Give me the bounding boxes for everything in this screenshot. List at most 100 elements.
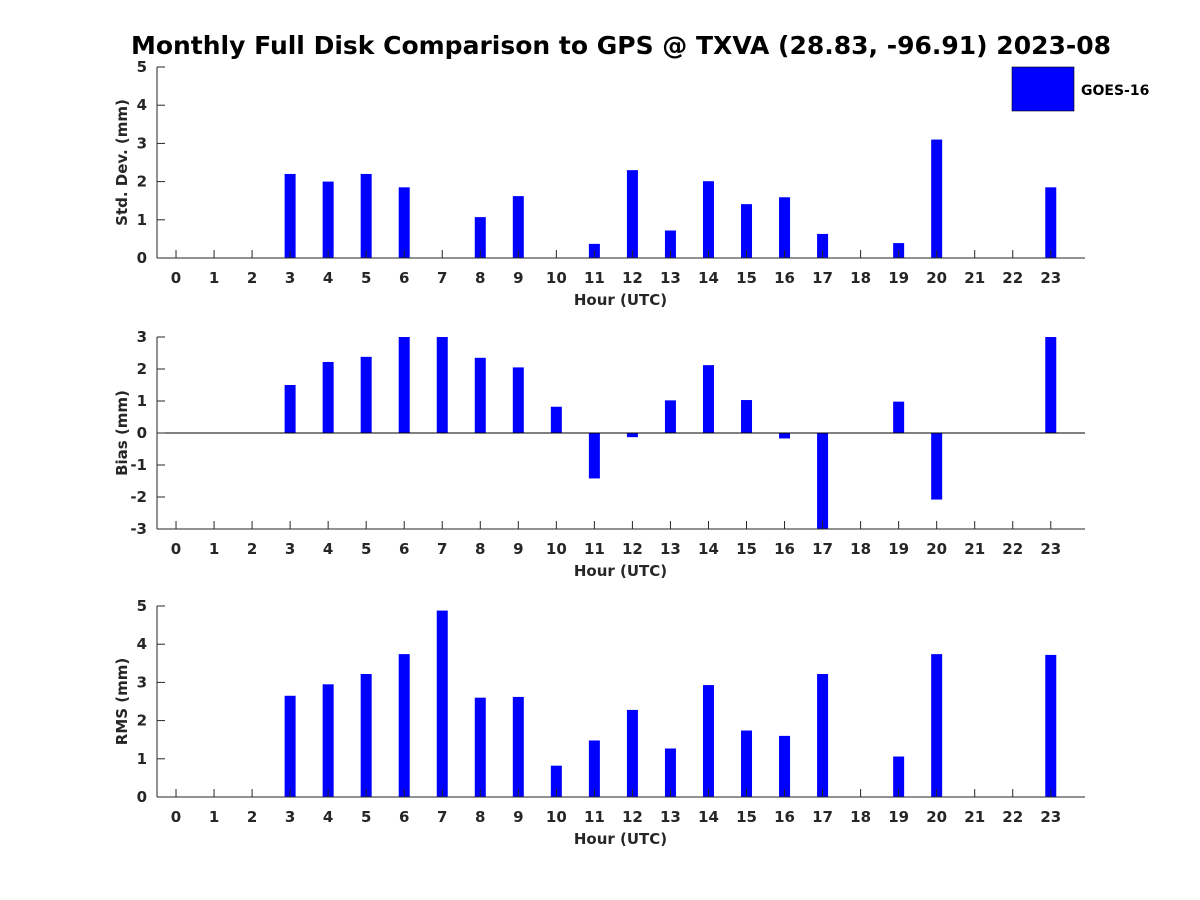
bias-x-tick-label: 22 bbox=[1002, 540, 1023, 558]
bias-x-tick-label: 11 bbox=[584, 540, 605, 558]
std-dev-bar-hour-15 bbox=[741, 204, 753, 258]
bias-x-tick-label: 13 bbox=[660, 540, 681, 558]
std-dev-x-tick-label: 23 bbox=[1040, 269, 1061, 287]
std-dev-x-tick-label: 11 bbox=[584, 269, 605, 287]
rms-x-tick-label: 15 bbox=[736, 808, 757, 826]
rms-y-tick-label: 5 bbox=[137, 597, 147, 615]
bias-y-tick-label: 1 bbox=[137, 392, 147, 410]
bias-bar-hour-6 bbox=[398, 337, 410, 433]
rms-bar-hour-3 bbox=[284, 695, 296, 797]
rms-x-tick-label: 21 bbox=[964, 808, 985, 826]
bias-x-tick-label: 8 bbox=[475, 540, 485, 558]
std-dev-bar-hour-14 bbox=[702, 181, 714, 258]
bias-x-tick-label: 15 bbox=[736, 540, 757, 558]
bias-y-tick-label: -2 bbox=[130, 488, 147, 506]
bias-x-tick-label: 6 bbox=[399, 540, 409, 558]
rms-x-tick-label: 14 bbox=[698, 808, 719, 826]
rms-bar-hour-13 bbox=[664, 748, 676, 797]
bias-bar-hour-9 bbox=[512, 367, 524, 433]
rms-x-tick-label: 11 bbox=[584, 808, 605, 826]
std-dev-x-tick-label: 20 bbox=[926, 269, 947, 287]
rms-bar-hour-20 bbox=[931, 654, 943, 797]
bias-bar-hour-16 bbox=[779, 433, 791, 439]
bias-x-tick-label: 23 bbox=[1040, 540, 1061, 558]
rms-bar-hour-9 bbox=[512, 696, 524, 797]
std-dev-x-tick-label: 12 bbox=[622, 269, 643, 287]
std-dev-bar-hour-5 bbox=[360, 173, 372, 258]
std-dev-x-tick-label: 1 bbox=[209, 269, 219, 287]
rms-x-tick-label: 0 bbox=[171, 808, 181, 826]
bias-x-tick-label: 0 bbox=[171, 540, 181, 558]
rms-x-tick-label: 13 bbox=[660, 808, 681, 826]
legend-swatch bbox=[1011, 66, 1075, 112]
bias-y-tick-label: 0 bbox=[137, 424, 147, 442]
rms-bar-hour-14 bbox=[702, 685, 714, 797]
std-dev-y-tick-label: 2 bbox=[137, 173, 147, 191]
std-dev-bar-hour-4 bbox=[322, 181, 334, 258]
legend-label: GOES-16 bbox=[1081, 83, 1149, 99]
std-dev-x-tick-label: 15 bbox=[736, 269, 757, 287]
std-dev-bar-hour-9 bbox=[512, 196, 524, 258]
rms-bar-hour-6 bbox=[398, 654, 410, 797]
std-dev-x-tick-label: 2 bbox=[247, 269, 257, 287]
rms-x-tick-label: 16 bbox=[774, 808, 795, 826]
std-dev-x-tick-label: 17 bbox=[812, 269, 833, 287]
bias-x-tick-label: 4 bbox=[323, 540, 333, 558]
rms-bar-hour-10 bbox=[550, 765, 562, 797]
std-dev-bar-hour-17 bbox=[817, 233, 829, 258]
bias-y-tick-label: -1 bbox=[130, 456, 147, 474]
std-dev-y-axis-label: Std. Dev. (mm) bbox=[113, 99, 131, 226]
std-dev-x-tick-label: 6 bbox=[399, 269, 409, 287]
bias-x-tick-label: 7 bbox=[437, 540, 447, 558]
bias-bar-hour-12 bbox=[626, 433, 638, 438]
std-dev-x-axis-label: Hour (UTC) bbox=[574, 291, 667, 309]
bias-x-tick-label: 10 bbox=[546, 540, 567, 558]
rms-bar-hour-15 bbox=[741, 730, 753, 797]
std-dev-x-tick-label: 7 bbox=[437, 269, 447, 287]
std-dev-x-tick-label: 9 bbox=[513, 269, 523, 287]
bias-y-axis-label: Bias (mm) bbox=[113, 390, 131, 476]
bias-bar-hour-5 bbox=[360, 356, 372, 433]
std-dev-x-tick-label: 4 bbox=[323, 269, 333, 287]
rms-x-tick-label: 22 bbox=[1002, 808, 1023, 826]
std-dev-y-tick-label: 0 bbox=[137, 249, 147, 267]
std-dev-x-tick-label: 8 bbox=[475, 269, 485, 287]
rms-y-tick-label: 0 bbox=[137, 788, 147, 806]
std-dev-x-tick-label: 14 bbox=[698, 269, 719, 287]
std-dev-x-tick-label: 5 bbox=[361, 269, 371, 287]
rms-y-tick-label: 2 bbox=[137, 712, 147, 730]
std-dev-x-tick-label: 18 bbox=[850, 269, 871, 287]
bias-x-tick-label: 17 bbox=[812, 540, 833, 558]
std-dev-bar-hour-23 bbox=[1045, 187, 1057, 258]
std-dev-x-tick-label: 22 bbox=[1002, 269, 1023, 287]
rms-x-tick-label: 20 bbox=[926, 808, 947, 826]
bias-x-tick-label: 1 bbox=[209, 540, 219, 558]
rms-bar-hour-17 bbox=[817, 674, 829, 797]
std-dev-y-tick-label: 3 bbox=[137, 134, 147, 152]
std-dev-y-tick-label: 5 bbox=[137, 58, 147, 76]
bias-x-axis-label: Hour (UTC) bbox=[574, 562, 667, 580]
std-dev-bar-hour-8 bbox=[474, 217, 486, 258]
bias-x-tick-label: 5 bbox=[361, 540, 371, 558]
rms-bar-hour-8 bbox=[474, 697, 486, 797]
rms-x-tick-label: 18 bbox=[850, 808, 871, 826]
bias-bar-hour-7 bbox=[436, 337, 448, 433]
std-dev-y-tick-label: 4 bbox=[137, 96, 147, 114]
rms-y-tick-label: 4 bbox=[137, 635, 147, 653]
rms-x-tick-label: 4 bbox=[323, 808, 333, 826]
legend: GOES-16 bbox=[1011, 66, 1149, 112]
bias-bar-hour-10 bbox=[550, 406, 562, 433]
bias-y-tick-label: 2 bbox=[137, 360, 147, 378]
rms-bar-hour-5 bbox=[360, 674, 372, 797]
bias-x-tick-label: 14 bbox=[698, 540, 719, 558]
std-dev-bar-hour-6 bbox=[398, 187, 410, 258]
rms-x-tick-label: 10 bbox=[546, 808, 567, 826]
bias-bar-hour-8 bbox=[474, 357, 486, 433]
bias-y-tick-label: -3 bbox=[130, 520, 147, 538]
rms-bar-hour-12 bbox=[626, 709, 638, 797]
std-dev-x-tick-label: 3 bbox=[285, 269, 295, 287]
bias-x-tick-label: 2 bbox=[247, 540, 257, 558]
